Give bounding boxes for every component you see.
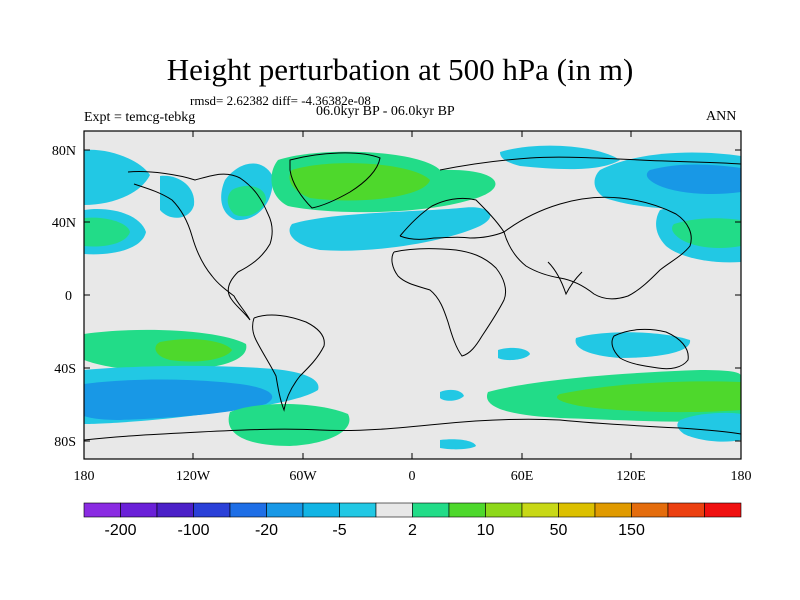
contour-teal-weddell	[228, 403, 350, 446]
colorbar-swatch	[302, 502, 340, 518]
contour-teal-east-pacific	[672, 218, 741, 248]
coast-antarctica	[84, 418, 741, 441]
axis-ticks	[84, 131, 741, 459]
colorbar-swatch	[631, 502, 669, 518]
colorbar-swatch	[521, 502, 559, 518]
x-tick-label: 180	[731, 469, 752, 484]
colorbar-swatch	[704, 502, 742, 518]
coast-north-america	[127, 171, 273, 321]
contour-cyan-south-africa	[498, 347, 530, 361]
period-label: 06.0kyr BP - 06.0kyr BP	[316, 104, 455, 119]
y-tick-label: 80S	[54, 435, 76, 450]
y-tick-label: 40N	[52, 216, 76, 231]
contour-green-greenland	[289, 163, 430, 201]
x-tick-label: 180	[74, 469, 95, 484]
x-tick-label: 120W	[176, 469, 211, 484]
colorbar-swatch	[375, 502, 413, 518]
contour-cyan-north-pacific	[84, 149, 150, 205]
colorbar-swatch	[83, 502, 121, 518]
colorbar-swatch	[120, 502, 158, 518]
colorbar-label: 50	[550, 522, 568, 539]
contour-cyan-north-atlantic	[289, 207, 491, 251]
colorbar-label: -200	[104, 522, 136, 539]
season-label: ANN	[706, 109, 737, 124]
x-tick-label: 120E	[616, 469, 646, 484]
colorbar-swatch	[667, 502, 705, 518]
colorbar-swatch	[266, 502, 304, 518]
colorbar: -200 -100 -20 -5 2 10 50 150	[83, 502, 742, 539]
coast-greenland	[289, 152, 381, 209]
colorbar-swatch	[412, 502, 450, 518]
contour-cyan-antarctic	[440, 439, 476, 450]
colorbar-swatch	[339, 502, 377, 518]
colorbar-swatch	[594, 502, 632, 518]
contour-cyan-ross-sea	[677, 412, 741, 442]
colorbar-swatch	[558, 502, 596, 518]
colorbar-swatch	[448, 502, 486, 518]
contour-cyan-australia	[575, 332, 691, 358]
contour-blue-southern-ocean-west	[84, 379, 273, 420]
colorbar-swatch	[193, 502, 231, 518]
colorbar-label: 10	[477, 522, 495, 539]
contour-green-indian-ocean	[556, 381, 741, 413]
stats-label: rmsd= 2.62382 diff= -4.36382e-08	[190, 93, 371, 108]
contour-teal-west-pacific	[84, 217, 130, 247]
coast-africa	[391, 248, 507, 357]
experiment-label: Expt = temcg-tebkg	[84, 110, 196, 125]
colorbar-label: 150	[618, 522, 645, 539]
colorbar-label: -20	[255, 522, 278, 539]
contour-cyan-alaska	[160, 175, 195, 218]
contour-fills	[84, 145, 741, 450]
coast-arctic-siberia	[439, 156, 741, 171]
colorbar-swatch	[485, 502, 523, 518]
coast-south-america	[252, 314, 325, 412]
y-tick-label: 40S	[54, 362, 76, 377]
contour-green-south-pacific	[155, 339, 232, 362]
plot-title: Height perturbation at 500 hPa (in m)	[166, 52, 634, 87]
colorbar-swatch	[229, 502, 267, 518]
colorbar-label: -5	[332, 522, 346, 539]
coast-asia	[503, 196, 692, 300]
x-tick-label: 60W	[289, 469, 317, 484]
coastlines	[84, 152, 741, 441]
coast-india	[547, 261, 583, 296]
contour-cyan-southern-small	[440, 389, 464, 401]
x-tick-label: 0	[409, 469, 416, 484]
x-tick-label: 60E	[511, 469, 534, 484]
y-tick-label: 80N	[52, 144, 76, 159]
contour-blue-siberia	[646, 164, 741, 194]
colorbar-swatch	[156, 502, 194, 518]
colorbar-label: 2	[408, 522, 417, 539]
y-tick-label: 0	[65, 289, 72, 304]
colorbar-label: -100	[177, 522, 209, 539]
coast-australia	[611, 328, 689, 370]
